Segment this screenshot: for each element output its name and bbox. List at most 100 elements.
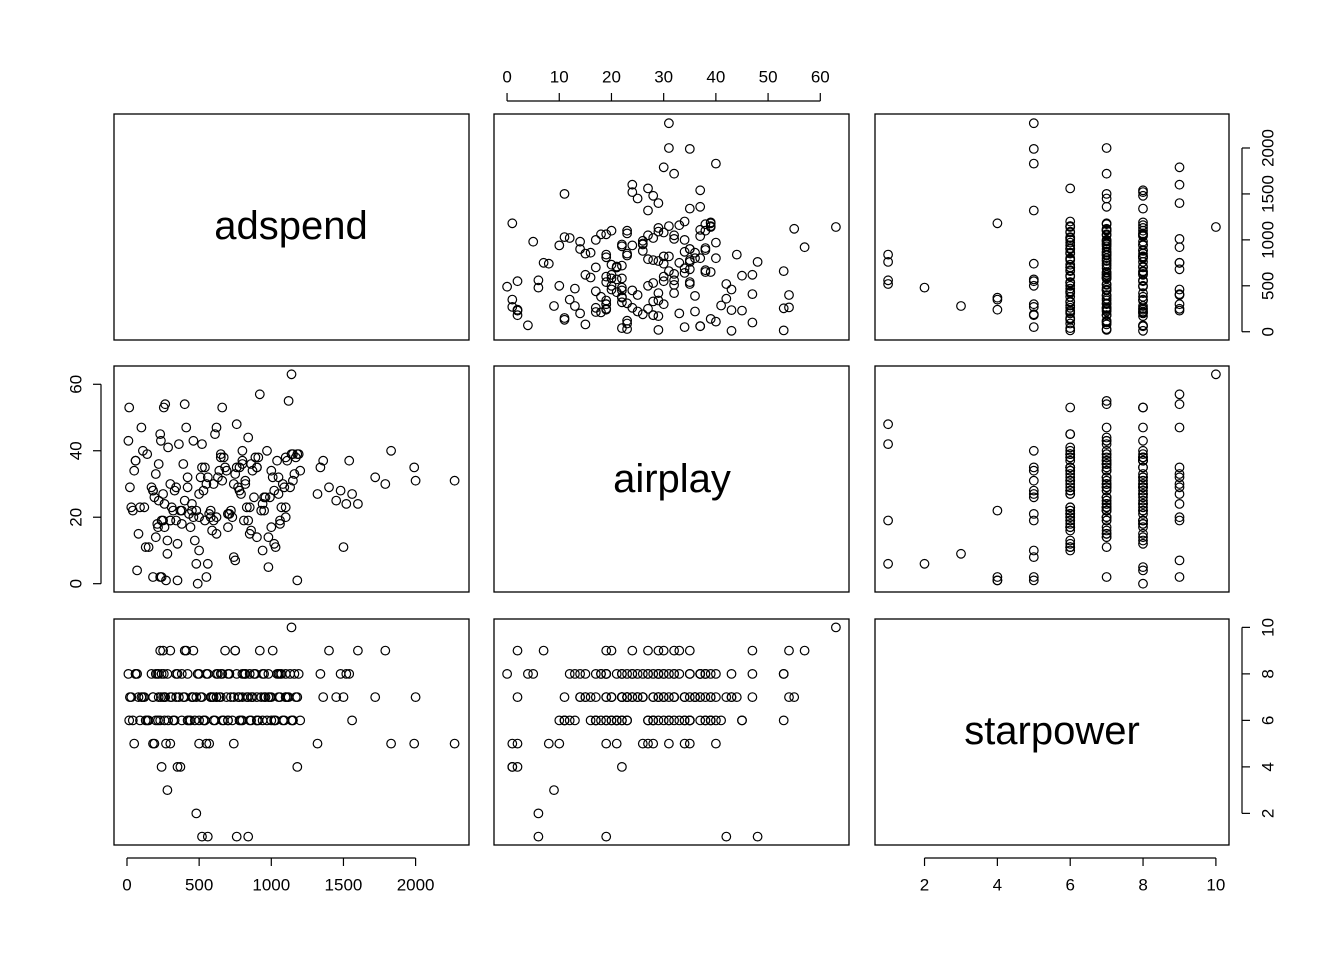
scatter-point xyxy=(554,240,565,251)
scatter-point xyxy=(617,285,627,296)
scatter-point xyxy=(679,246,690,257)
scatter-point xyxy=(690,291,700,301)
scatter-point xyxy=(564,715,575,726)
scatter-point xyxy=(1065,482,1076,493)
scatter-point xyxy=(1065,255,1076,266)
scatter-point xyxy=(705,715,716,726)
scatter-point xyxy=(784,645,794,656)
scatter-point xyxy=(370,472,381,483)
scatter-point xyxy=(166,502,177,513)
scatter-point xyxy=(643,645,653,656)
scatter-point xyxy=(658,669,669,679)
scatter-point xyxy=(1028,575,1039,586)
scatter-point xyxy=(182,669,193,679)
tick-label: 2000 xyxy=(1259,129,1278,167)
scatter-point xyxy=(234,715,245,726)
panel-starpower-vs-adspend xyxy=(113,618,470,846)
scatter-point xyxy=(664,692,674,702)
scatter-point xyxy=(1065,462,1076,473)
scatter-point xyxy=(410,692,421,702)
scatter-point xyxy=(1174,422,1185,433)
scatter-point xyxy=(155,572,166,582)
scatter-point xyxy=(543,738,554,749)
scatter-point xyxy=(1065,237,1076,248)
scatter-point xyxy=(622,692,632,702)
scatter-point xyxy=(370,692,381,702)
scatter-point xyxy=(1101,472,1112,483)
scatter-point xyxy=(726,325,737,336)
scatter-point xyxy=(1174,462,1185,473)
scatter-point xyxy=(288,475,298,486)
scatter-point xyxy=(643,669,653,679)
scatter-point xyxy=(223,509,233,519)
scatter-point xyxy=(512,305,523,316)
scatter-point xyxy=(267,645,278,656)
scatter-point xyxy=(658,162,669,173)
scatter-point xyxy=(1065,233,1076,243)
scatter-point xyxy=(275,669,285,679)
scatter-point xyxy=(1174,162,1185,173)
scatter-point xyxy=(549,785,559,795)
scatter-point xyxy=(1101,225,1112,236)
scatter-point xyxy=(559,314,570,325)
scatter-point xyxy=(632,669,643,679)
scatter-point xyxy=(690,692,700,702)
scatter-point xyxy=(648,296,659,307)
scatter-point xyxy=(211,528,222,539)
scatter-point xyxy=(507,218,518,229)
scatter-point xyxy=(176,505,187,516)
scatter-point xyxy=(507,294,518,305)
scatter-point xyxy=(223,715,233,726)
scatter-point xyxy=(1138,482,1148,493)
scatter-point xyxy=(240,475,251,486)
scatter-point xyxy=(211,692,222,702)
scatter-point xyxy=(883,439,893,450)
scatter-point xyxy=(622,669,632,679)
scatter-point xyxy=(133,528,144,539)
scatter-point xyxy=(135,715,145,726)
scatter-point xyxy=(1065,318,1076,329)
scatter-point xyxy=(158,669,169,679)
axis-layer: 0 10 20 30 40 50 600 500 1000 1500 2000 2 4 6 8 1005001… xyxy=(67,68,1278,895)
scatter-point xyxy=(695,321,706,332)
scatter-point xyxy=(211,422,222,433)
scatter-point xyxy=(1028,485,1039,496)
scatter-point xyxy=(627,669,638,679)
scatter-point xyxy=(512,738,523,749)
scatter-point xyxy=(559,692,570,702)
tick-label: 8 xyxy=(1259,669,1278,678)
scatter-point xyxy=(956,301,966,311)
scatter-point xyxy=(643,738,653,749)
scatter-point xyxy=(223,669,233,679)
scatter-point xyxy=(643,230,653,241)
scatter-point xyxy=(315,669,326,679)
scatter-point xyxy=(341,499,352,509)
scatter-point xyxy=(684,277,695,288)
scatter-point xyxy=(648,669,659,679)
scatter-point xyxy=(627,240,638,251)
tick-label: 40 xyxy=(706,68,725,87)
scatter-point xyxy=(158,692,169,702)
scatter-point xyxy=(695,253,706,264)
scatter-point xyxy=(674,257,685,268)
scatter-point xyxy=(257,499,268,509)
scatter-point xyxy=(653,715,664,726)
tick-label: 10 xyxy=(1259,618,1278,637)
right-axis-adspend: 0 500 1000 1500 2000 xyxy=(1241,129,1278,336)
scatter-point xyxy=(1028,158,1039,169)
scatter-point xyxy=(1138,489,1148,499)
scatter-point xyxy=(1065,452,1076,463)
scatter-point xyxy=(601,303,612,314)
scatter-point xyxy=(191,808,202,819)
scatter-point xyxy=(585,715,596,726)
scatter-point xyxy=(679,692,690,702)
scatter-point xyxy=(1138,502,1148,513)
scatter-point xyxy=(202,831,213,842)
scatter-point xyxy=(1065,442,1076,453)
scatter-point xyxy=(502,669,513,679)
scatter-point xyxy=(1101,247,1112,258)
scatter-point xyxy=(627,179,638,190)
scatter-point xyxy=(132,565,143,576)
scatter-point xyxy=(601,692,612,702)
